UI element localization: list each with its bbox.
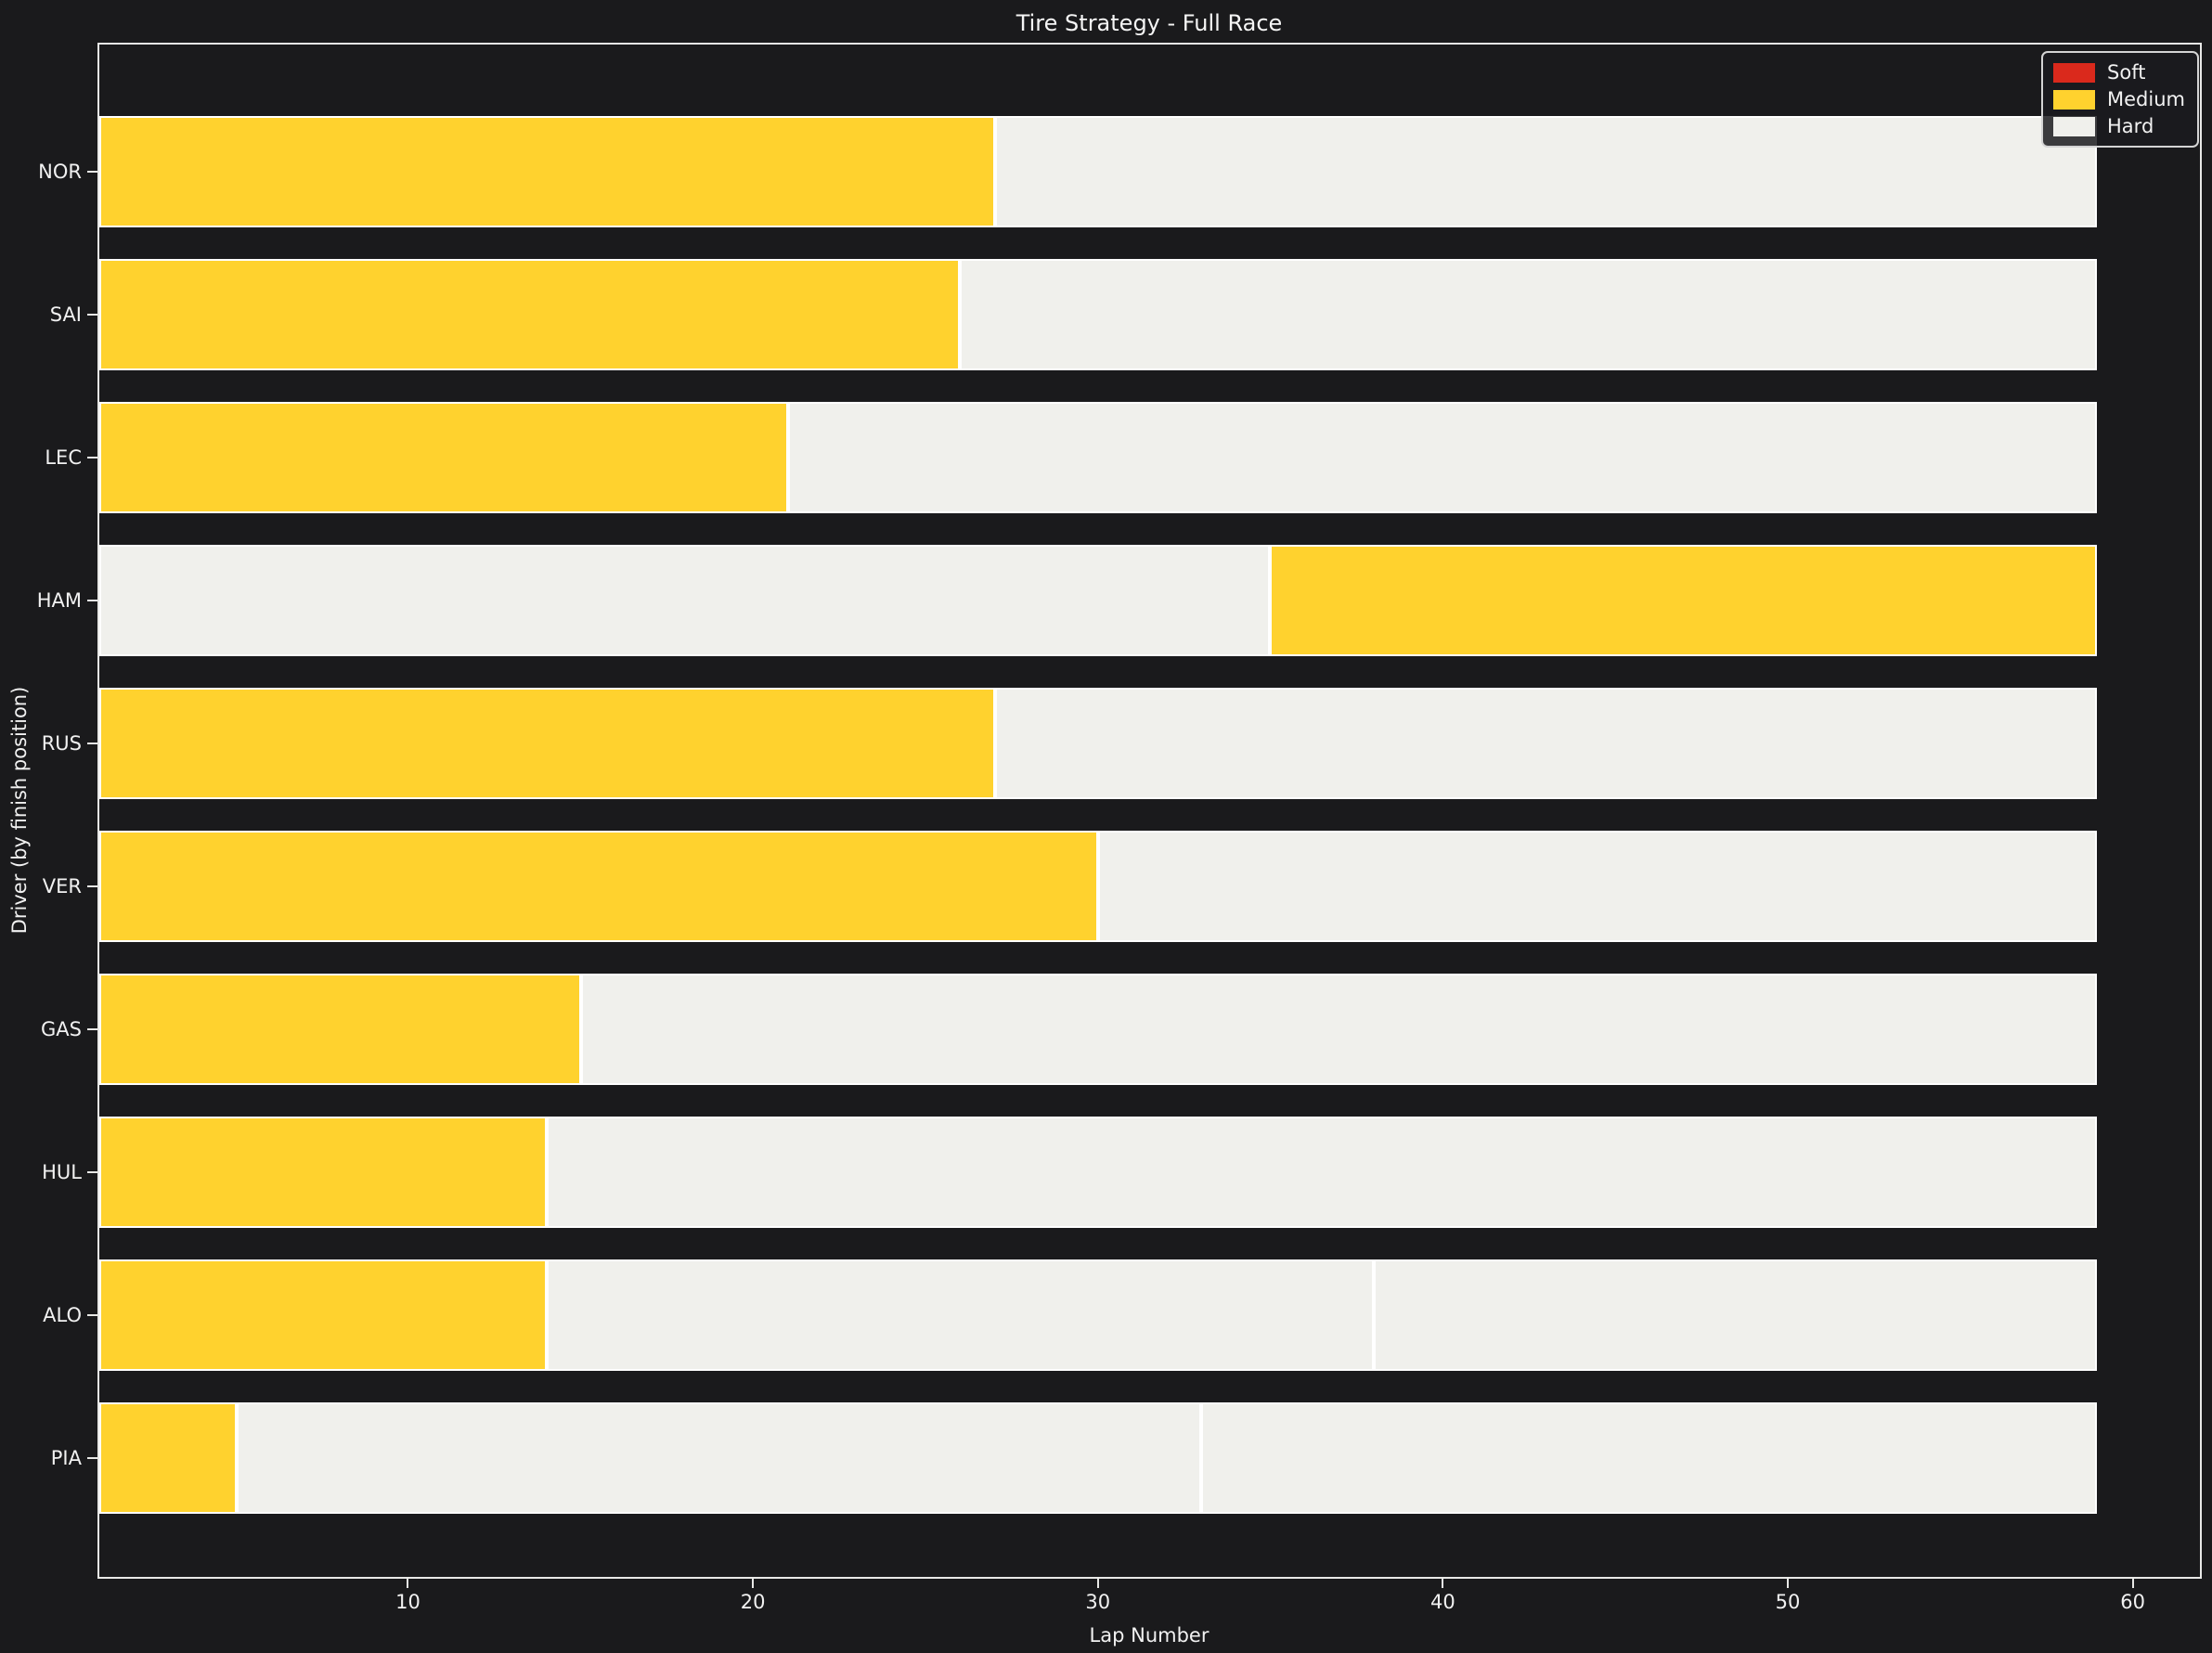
y-tick-label-alo: ALO xyxy=(43,1304,82,1326)
y-tick-mark xyxy=(87,314,97,316)
driver-row-ver xyxy=(99,831,2200,942)
y-tick-label-sai: SAI xyxy=(49,303,82,326)
legend-item-hard: Hard xyxy=(2053,115,2185,137)
stint-bar-hard xyxy=(994,116,2097,227)
stint-bar-hard xyxy=(547,1259,1374,1371)
x-tick-label: 50 xyxy=(1775,1591,1801,1613)
y-tick-mark xyxy=(87,171,97,173)
stint-bar-hard xyxy=(1097,831,2097,942)
stint-bar-medium xyxy=(99,259,961,370)
x-tick-mark xyxy=(2131,1579,2134,1588)
legend-item-soft: Soft xyxy=(2053,61,2185,84)
y-tick-label-pia: PIA xyxy=(50,1447,82,1469)
x-tick-mark xyxy=(752,1579,755,1588)
legend: Soft Medium Hard xyxy=(2041,51,2199,148)
driver-row-ham xyxy=(99,545,2200,656)
driver-row-nor xyxy=(99,116,2200,227)
stint-bar-medium xyxy=(99,1117,548,1228)
driver-row-pia xyxy=(99,1402,2200,1514)
stint-bar-hard xyxy=(994,688,2097,799)
y-tick-label-rus: RUS xyxy=(41,732,82,755)
hard-compound-swatch xyxy=(2053,116,2096,136)
x-axis-label: Lap Number xyxy=(1089,1624,1209,1647)
y-tick-mark xyxy=(87,1171,97,1173)
y-tick-mark xyxy=(87,1314,97,1316)
stint-bar-hard xyxy=(581,974,2097,1085)
stint-bar-hard xyxy=(1373,1259,2097,1371)
x-tick-label: 30 xyxy=(1085,1591,1111,1613)
y-tick-label-gas: GAS xyxy=(41,1018,82,1040)
plot-area: Soft Medium Hard xyxy=(97,43,2202,1579)
stint-bar-medium xyxy=(99,402,788,513)
y-tick-label-lec: LEC xyxy=(45,446,82,469)
y-tick-label-nor: NOR xyxy=(38,161,82,183)
driver-row-rus xyxy=(99,688,2200,799)
x-tick-label: 20 xyxy=(740,1591,766,1613)
x-tick-mark xyxy=(1442,1579,1444,1588)
driver-row-alo xyxy=(99,1259,2200,1371)
legend-label-medium: Medium xyxy=(2107,88,2185,110)
x-tick-label: 40 xyxy=(1430,1591,1455,1613)
stint-bar-hard xyxy=(960,259,2097,370)
stint-bar-hard xyxy=(787,402,2097,513)
x-tick-mark xyxy=(407,1579,409,1588)
stint-bar-medium xyxy=(99,116,995,227)
medium-compound-swatch xyxy=(2053,89,2096,110)
x-tick-label: 10 xyxy=(395,1591,420,1613)
y-tick-mark xyxy=(87,885,97,887)
stint-bar-hard xyxy=(99,545,1271,656)
y-tick-mark xyxy=(87,743,97,744)
y-tick-mark xyxy=(87,457,97,458)
driver-row-sai xyxy=(99,259,2200,370)
y-tick-mark xyxy=(87,1028,97,1030)
y-tick-mark xyxy=(87,1457,97,1459)
y-tick-label-ver: VER xyxy=(42,875,82,898)
legend-label-soft: Soft xyxy=(2107,61,2146,84)
stint-bar-medium xyxy=(99,974,582,1085)
x-tick-mark xyxy=(1096,1579,1099,1588)
x-tick-mark xyxy=(1787,1579,1790,1588)
stint-bar-medium xyxy=(99,831,1098,942)
chart-title: Tire Strategy - Full Race xyxy=(1015,10,1283,36)
legend-label-hard: Hard xyxy=(2107,115,2154,137)
x-tick-label: 60 xyxy=(2120,1591,2146,1613)
stint-bar-medium xyxy=(99,1402,238,1514)
legend-item-medium: Medium xyxy=(2053,88,2185,110)
stint-bar-medium xyxy=(99,688,995,799)
driver-row-hul xyxy=(99,1117,2200,1228)
stint-bar-medium xyxy=(99,1259,548,1371)
stint-bar-hard xyxy=(237,1402,1202,1514)
stint-bar-medium xyxy=(1270,545,2097,656)
y-tick-label-ham: HAM xyxy=(36,589,82,612)
soft-compound-swatch xyxy=(2053,62,2096,83)
stint-bar-hard xyxy=(1201,1402,2097,1514)
stint-bar-hard xyxy=(547,1117,2097,1228)
y-tick-label-hul: HUL xyxy=(42,1161,82,1183)
y-tick-mark xyxy=(87,600,97,601)
driver-row-lec xyxy=(99,402,2200,513)
driver-row-gas xyxy=(99,974,2200,1085)
